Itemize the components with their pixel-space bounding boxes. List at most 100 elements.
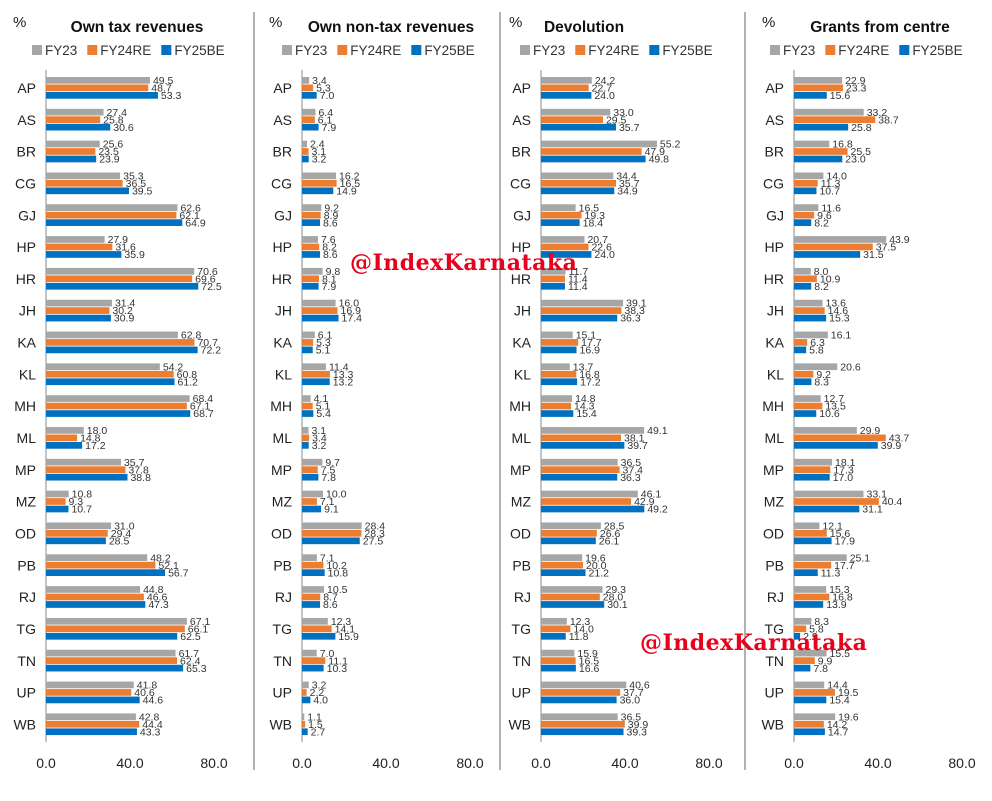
x-tick-label: 0.0 bbox=[36, 755, 56, 771]
bar bbox=[794, 179, 818, 187]
bar bbox=[302, 498, 317, 505]
unit-label: % bbox=[13, 14, 26, 31]
bar bbox=[794, 554, 847, 561]
data-label: 27.4 bbox=[107, 107, 128, 119]
bar bbox=[541, 331, 573, 339]
bar bbox=[541, 314, 618, 322]
data-label: 7.8 bbox=[321, 472, 336, 484]
data-label: 14.2 bbox=[827, 719, 848, 731]
data-label: 31.1 bbox=[862, 504, 883, 516]
bar bbox=[302, 649, 317, 657]
bar bbox=[302, 282, 319, 290]
bar bbox=[794, 282, 812, 290]
data-label: 29.4 bbox=[111, 528, 132, 540]
data-label: 12.7 bbox=[824, 393, 845, 405]
data-label: 16.1 bbox=[831, 330, 852, 342]
data-label: 3.2 bbox=[312, 680, 327, 692]
data-label: 62.5 bbox=[180, 631, 201, 643]
data-label: 2.9 bbox=[803, 631, 818, 643]
bar bbox=[794, 625, 807, 633]
bar bbox=[302, 689, 307, 696]
bar bbox=[46, 442, 83, 449]
data-label: 5.1 bbox=[316, 401, 331, 413]
data-label: 47.3 bbox=[148, 599, 169, 611]
data-label: 69.6 bbox=[195, 273, 216, 285]
bar bbox=[794, 427, 857, 434]
bar bbox=[302, 92, 317, 99]
data-label: 29.5 bbox=[606, 114, 627, 126]
bar bbox=[541, 363, 570, 371]
data-label: 13.7 bbox=[573, 361, 594, 373]
bar bbox=[302, 625, 332, 633]
category-label: KA bbox=[273, 335, 292, 351]
legend-label: FY23 bbox=[295, 43, 327, 58]
bar bbox=[541, 307, 622, 314]
category-label: WB bbox=[269, 716, 292, 732]
bar bbox=[794, 243, 873, 251]
bar bbox=[302, 275, 320, 283]
data-label: 34.9 bbox=[617, 185, 638, 197]
category-label: UP bbox=[765, 685, 784, 701]
data-label: 16.8 bbox=[832, 139, 853, 151]
category-label: BR bbox=[765, 144, 784, 160]
bar bbox=[46, 586, 141, 593]
data-label: 16.5 bbox=[579, 202, 600, 214]
bar bbox=[302, 77, 310, 84]
data-label: 19.5 bbox=[838, 687, 859, 699]
x-tick-label: 80.0 bbox=[200, 755, 227, 771]
data-label: 23.0 bbox=[845, 154, 866, 166]
data-label: 56.7 bbox=[168, 567, 189, 579]
data-label: 16.5 bbox=[340, 178, 361, 190]
bar bbox=[46, 282, 199, 290]
category-label: JH bbox=[514, 303, 531, 319]
data-label: 44.4 bbox=[142, 719, 163, 731]
bar bbox=[541, 84, 589, 92]
legend-swatch bbox=[337, 45, 348, 55]
data-label: 35.7 bbox=[619, 178, 640, 190]
data-label: 29.9 bbox=[860, 425, 881, 437]
category-label: UP bbox=[273, 685, 292, 701]
bar bbox=[302, 522, 362, 530]
bar bbox=[302, 681, 309, 689]
bar bbox=[46, 395, 190, 402]
bar bbox=[46, 713, 136, 721]
data-label: 23.3 bbox=[846, 83, 867, 95]
data-label: 4.0 bbox=[313, 695, 328, 707]
x-tick-label: 40.0 bbox=[611, 755, 638, 771]
data-label: 41.8 bbox=[137, 680, 158, 692]
bar bbox=[541, 473, 618, 481]
category-label: TG bbox=[17, 621, 36, 637]
bar bbox=[46, 561, 156, 569]
bar bbox=[794, 108, 864, 116]
data-label: 9.9 bbox=[818, 655, 833, 667]
data-label: 31.6 bbox=[115, 242, 136, 254]
bar bbox=[302, 529, 362, 537]
data-label: 49.2 bbox=[647, 504, 668, 516]
bar bbox=[46, 458, 121, 466]
bar bbox=[541, 378, 578, 386]
data-label: 19.6 bbox=[585, 552, 606, 564]
data-label: 14.6 bbox=[828, 305, 849, 317]
bar bbox=[302, 434, 310, 442]
bar bbox=[541, 155, 646, 163]
data-label: 35.7 bbox=[124, 457, 145, 469]
data-label: 2.4 bbox=[310, 139, 325, 151]
data-label: 7.9 bbox=[322, 122, 337, 134]
bar bbox=[541, 267, 566, 275]
bar bbox=[302, 204, 322, 211]
bar bbox=[541, 657, 576, 664]
data-label: 44.8 bbox=[143, 584, 164, 596]
data-label: 6.3 bbox=[810, 337, 825, 349]
data-label: 15.6 bbox=[830, 90, 851, 102]
bar bbox=[541, 299, 624, 307]
bar bbox=[541, 625, 571, 633]
bar bbox=[794, 116, 876, 124]
data-label: 13.3 bbox=[333, 369, 354, 381]
data-label: 5.4 bbox=[316, 408, 331, 420]
bar bbox=[794, 187, 817, 195]
bar bbox=[794, 307, 825, 314]
bar bbox=[46, 537, 106, 545]
data-label: 14.0 bbox=[826, 170, 847, 182]
data-label: 40.6 bbox=[134, 687, 155, 699]
